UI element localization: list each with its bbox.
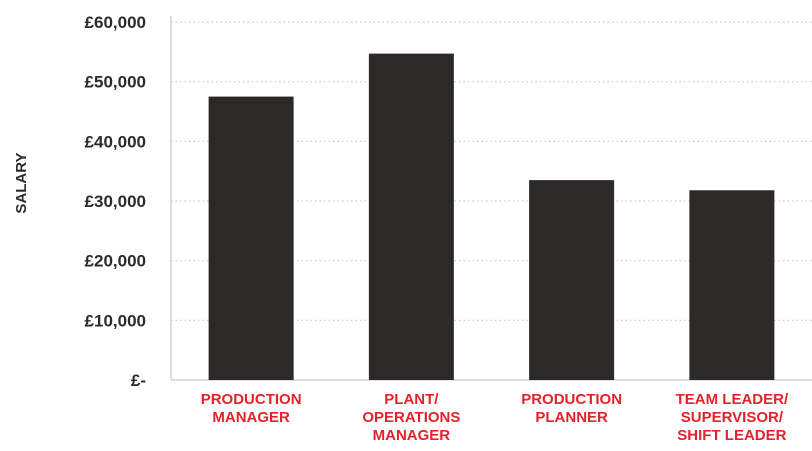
bar-3: [529, 180, 615, 380]
x-category-labels: PRODUCTION MANAGER PLANT/OPERATIONS MANAGER…: [201, 391, 789, 444]
x-category-label: TEAM LEADER/SUPERVISOR/SHIFT LEADER: [676, 391, 789, 444]
bars: [208, 53, 775, 381]
y-tick-label: £60,000: [85, 13, 146, 32]
bar-1: [208, 96, 294, 380]
y-tick-label: £-: [131, 371, 146, 390]
y-tick-label: £30,000: [85, 192, 146, 211]
y-axis-title: SALARY: [13, 152, 30, 213]
y-tick-label: £50,000: [85, 73, 146, 92]
y-tick-labels: £- £10,000 £20,000 £30,000 £40,000 £50,000 £60…: [85, 13, 146, 390]
y-tick-label: £10,000: [85, 311, 146, 330]
y-tick-label: £40,000: [85, 132, 146, 151]
x-category-label: PLANT/OPERATIONS MANAGER: [362, 391, 460, 444]
x-category-label: PRODUCTION MANAGER: [201, 391, 302, 426]
bar-4: [689, 190, 775, 380]
x-category-label: PRODUCTION PLANNER: [521, 391, 622, 426]
y-tick-label: £20,000: [85, 252, 146, 271]
bar-2: [368, 53, 454, 381]
grid-lines: [171, 21, 812, 321]
